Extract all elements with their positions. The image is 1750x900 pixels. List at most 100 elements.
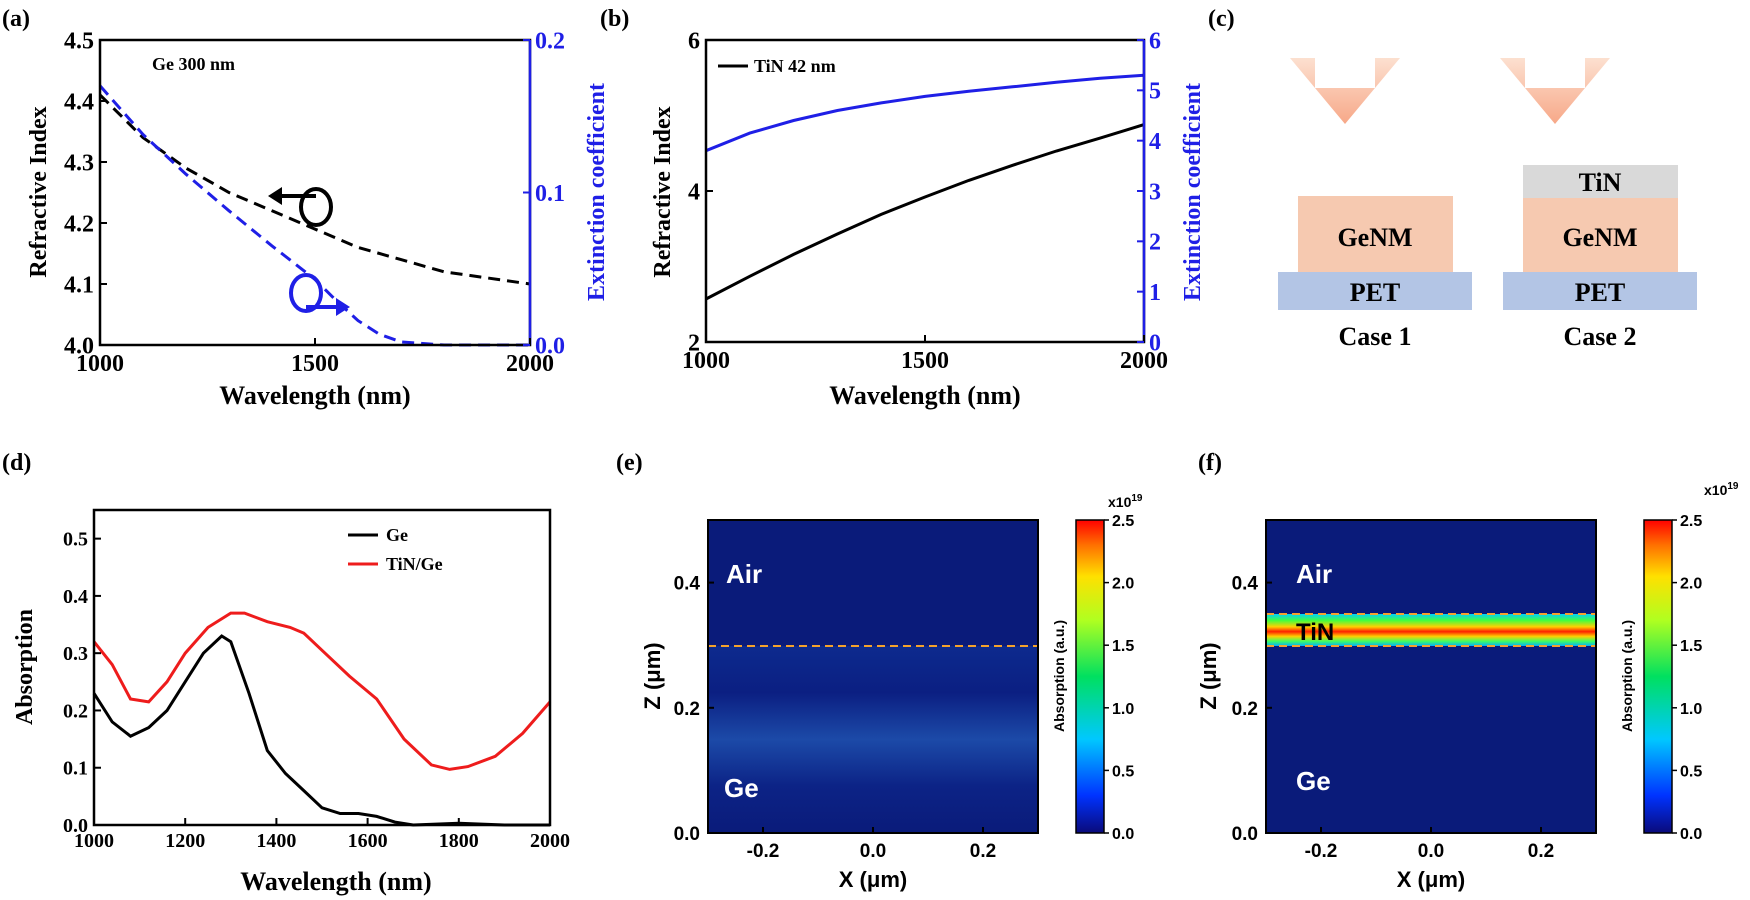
colorbar-tick-label-e-5: 2.5 — [1112, 513, 1134, 530]
x-tick-label-b-1: 1500 — [901, 348, 949, 374]
colorbar-e — [1075, 519, 1105, 834]
colorbar-tick-label-f-0: 0.0 — [1680, 826, 1702, 843]
y2-tick-label-a-1: 0.1 — [535, 181, 565, 207]
y-tick-label-a-2: 4.2 — [64, 211, 94, 237]
y2-tick-label-b-1: 1 — [1149, 280, 1161, 306]
x-axis-label-e: X (μm) — [839, 867, 907, 892]
region-label-air-e: Air — [726, 559, 762, 589]
pet-label-case1: PET — [1350, 278, 1401, 307]
x-tick-label-f-2: 0.2 — [1528, 841, 1554, 862]
y-axis-label-d: Absorption — [12, 609, 38, 725]
y-tick-label-d-1: 0.1 — [63, 758, 88, 780]
chart-a: 1000 1500 20004.04.14.24.34.44.50.00.10.2 … — [26, 28, 610, 410]
colorbar-tick-label-e-1: 0.5 — [1112, 763, 1134, 780]
y-tick-label-f-2: 0.4 — [1232, 574, 1259, 595]
x-tick-label-a-2: 2000 — [506, 351, 554, 377]
legend-label-tin: TiN 42 nm — [754, 56, 836, 76]
y2-tick-label-a-0: 0.0 — [535, 333, 565, 359]
stack-case2: TiN GeNM PET Case 2 — [1503, 165, 1697, 351]
right-axis-indicator — [289, 273, 350, 316]
x-tick-label-e-2: 0.2 — [970, 841, 996, 862]
x-tick-label-d-3: 1600 — [348, 830, 388, 852]
genm-layer-case1 — [1298, 196, 1453, 272]
colorbar-label-e: Absorption (a.u.) — [1051, 620, 1067, 732]
annotation-ge-300: Ge 300 nm — [152, 54, 235, 74]
genm-layer-case2 — [1523, 198, 1678, 272]
x-tick-label-a-0: 1000 — [76, 351, 124, 377]
y2-tick-label-b-0: 0 — [1149, 330, 1161, 356]
y-tick-label-b-2: 6 — [688, 28, 700, 54]
legend-label-tinge: TiN/Ge — [386, 554, 443, 574]
x-tick-label-d-1: 1200 — [165, 830, 205, 852]
case1-label: Case 1 — [1339, 322, 1412, 351]
region-label-air-f: Air — [1296, 559, 1332, 589]
y-tick-label-d-5: 0.5 — [63, 529, 88, 551]
y-axis-label-f: Z (μm) — [1196, 642, 1221, 709]
x-tick-label-d-4: 1800 — [439, 830, 479, 852]
y-axis-label-a: Refractive Index — [26, 106, 52, 277]
x-tick-label-f-0: -0.2 — [1305, 841, 1338, 862]
series-line-b-1 — [705, 73, 1145, 153]
panel-label-c: (c) — [1208, 6, 1235, 32]
tin-absorption-band-f — [1266, 614, 1596, 646]
y-tick-label-d-2: 0.2 — [63, 700, 88, 722]
region-label-ge-e: Ge — [724, 773, 759, 803]
series-line-b-0 — [705, 123, 1145, 301]
colorbar-exponent-f: x1019 — [1704, 481, 1739, 498]
y2-tick-label-b-2: 2 — [1149, 230, 1161, 256]
y-tick-label-d-0: 0.0 — [63, 815, 88, 837]
chart-b: 1000 1500 2000 2 4 6 0 1 2 3 4 5 6 TiN 42 nm Wavelen… — [650, 28, 1206, 410]
y-tick-label-e-1: 0.2 — [674, 699, 700, 720]
colorbar-tick-label-f-3: 1.5 — [1680, 638, 1702, 655]
colorbar-f — [1643, 519, 1673, 834]
x-tick-label-d-5: 2000 — [530, 830, 570, 852]
left-axis-indicator — [268, 187, 333, 227]
colorbar-tick-label-f-5: 2.5 — [1680, 513, 1702, 530]
series-line-a-0 — [98, 93, 531, 286]
heatmap-e: -0.2 0.0 0.2 0.0 0.2 0.4 Air Ge X (μm) Z (μm)… — [640, 493, 1143, 892]
x-axis-label-a: Wavelength (nm) — [219, 381, 410, 410]
y-tick-label-a-0: 4.0 — [64, 333, 94, 359]
panel-label-e: (e) — [616, 450, 643, 476]
y-tick-label-d-3: 0.3 — [63, 643, 88, 665]
y2-axis-label-a: Extinction coefficient — [584, 83, 610, 301]
colorbar-tick-label-f-4: 2.0 — [1680, 576, 1702, 593]
y2-tick-label-b-6: 6 — [1149, 28, 1161, 54]
colorbar-tick-label-f-2: 1.0 — [1680, 701, 1702, 718]
heatmap-f: -0.2 0.0 0.2 0.0 0.2 0.4 Air TiN Ge X (μm) Z … — [1196, 481, 1739, 892]
x-tick-label-a-1: 1500 — [291, 351, 339, 377]
series-line-d-0 — [92, 634, 550, 827]
genm-label-case1: GeNM — [1337, 223, 1412, 252]
region-label-tin-f: TiN — [1296, 619, 1334, 646]
genm-label-case2: GeNM — [1562, 223, 1637, 252]
legend-label-ge: Ge — [386, 525, 408, 545]
y-axis-label-b: Refractive Index — [650, 106, 676, 277]
tin-layer-case2 — [1523, 165, 1678, 198]
stack-case1: GeNM PET Case 1 — [1278, 196, 1472, 351]
y-tick-label-b-0: 2 — [688, 330, 700, 356]
heatmap-ge-region-e — [708, 646, 1038, 833]
chart-d: 1000 1200 1400 1600 1800 2000 0.0 0.1 0.2 0.3 0.4 0… — [12, 508, 570, 896]
y-tick-label-a-4: 4.4 — [64, 89, 94, 115]
colorbar-label-f: Absorption (a.u.) — [1619, 620, 1635, 732]
pet-label-case2: PET — [1575, 278, 1626, 307]
panel-label-d: (d) — [2, 450, 31, 476]
x-tick-label-b-2: 2000 — [1120, 348, 1168, 374]
x-tick-label-d-0: 1000 — [74, 830, 114, 852]
light-arrow-case2 — [1500, 58, 1610, 124]
panel-label-f: (f) — [1198, 450, 1222, 476]
plot-frame-d — [92, 508, 552, 827]
y-axis-label-e: Z (μm) — [640, 642, 665, 709]
structure-diagram: GeNM PET Case 1 TiN GeNM PET Case 2 — [1278, 58, 1697, 351]
y-tick-label-f-0: 0.0 — [1232, 824, 1258, 845]
y2-tick-label-a-2: 0.2 — [535, 28, 565, 54]
colorbar-tick-label-f-1: 0.5 — [1680, 763, 1702, 780]
case2-label: Case 2 — [1564, 322, 1637, 351]
plot-frame-b — [704, 38, 1146, 344]
y2-tick-label-b-4: 4 — [1149, 129, 1161, 155]
y-tick-label-d-4: 0.4 — [63, 586, 88, 608]
panel-label-a: (a) — [2, 6, 30, 32]
x-tick-label-d-2: 1400 — [256, 830, 296, 852]
region-label-ge-f: Ge — [1296, 766, 1331, 796]
